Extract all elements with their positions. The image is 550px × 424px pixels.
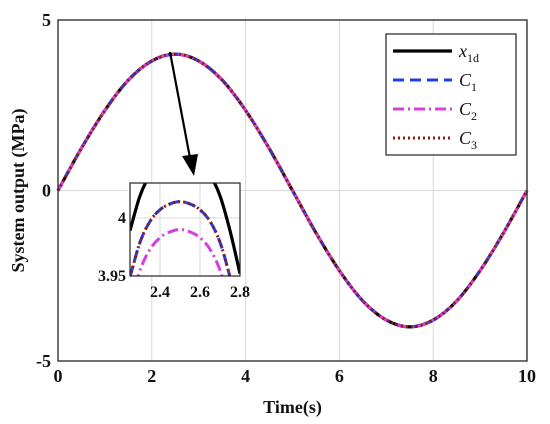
legend: x1d C1 C2 C3 xyxy=(385,33,517,156)
legend-label-x1d: x1d xyxy=(458,41,479,65)
inset-y-tick-3.95: 3.95 xyxy=(98,268,126,285)
y-tick-5: 5 xyxy=(42,10,51,30)
legend-box xyxy=(385,33,517,156)
inset-zoom: 2.4 2.6 2.8 3.95 4 xyxy=(98,182,250,301)
inset-x-tick-2.8: 2.8 xyxy=(230,284,250,301)
inset-series-line-c3 xyxy=(130,200,232,276)
x-tick-2: 2 xyxy=(147,366,156,386)
inset-series-line-x1d xyxy=(130,183,240,275)
inset-series-group xyxy=(130,183,240,276)
series-line-c2 xyxy=(56,52,529,329)
legend-label-c1: C1 xyxy=(459,70,477,94)
arrow-head xyxy=(182,154,198,176)
inset-x-tick-2.6: 2.6 xyxy=(190,284,210,301)
x-tick-labels: 0 2 4 6 8 10 xyxy=(54,366,537,386)
x-tick-8: 8 xyxy=(429,366,438,386)
x-tick-4: 4 xyxy=(241,366,250,386)
y-tick-0: 0 xyxy=(42,181,51,201)
main-series-group xyxy=(56,52,529,329)
inset-series-line-c2 xyxy=(136,227,224,276)
inset-frame xyxy=(129,182,241,277)
inset-y-tick-4: 4 xyxy=(118,210,126,227)
arrow-shaft xyxy=(168,51,192,159)
x-axis-label: Time(s) xyxy=(263,397,322,418)
y-tick--5: -5 xyxy=(36,351,51,371)
x-tick-6: 6 xyxy=(335,366,344,386)
legend-label-c3: C3 xyxy=(459,128,477,152)
series-line-c3 xyxy=(56,52,529,329)
inset-x-tick-2.4: 2.4 xyxy=(150,284,170,301)
y-axis-label: System output (MPa) xyxy=(8,109,29,273)
x-tick-10: 10 xyxy=(518,366,536,386)
y-tick-labels: -5 0 5 xyxy=(36,10,51,371)
legend-label-c2: C2 xyxy=(459,99,477,123)
plot-frame xyxy=(57,19,528,362)
x-tick-0: 0 xyxy=(54,366,63,386)
zoom-arrow xyxy=(168,51,198,176)
